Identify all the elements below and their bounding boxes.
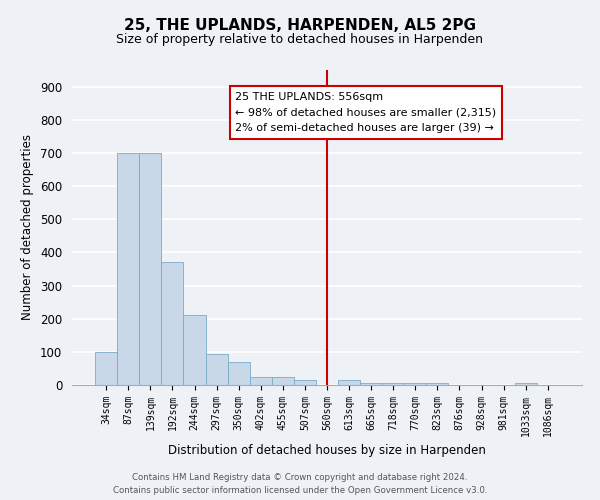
Bar (95, 352, 117, 385)
Text: 25, THE UPLANDS, HARPENDEN, AL5 2PG: 25, THE UPLANDS, HARPENDEN, AL5 2PG (124, 18, 476, 32)
Bar (250, 376, 272, 385)
Bar (427, 384, 448, 385)
Text: Contains HM Land Registry data © Crown copyright and database right 2024.
Contai: Contains HM Land Registry data © Crown c… (113, 473, 487, 495)
Bar (294, 380, 316, 385)
Text: 25 THE UPLANDS: 556sqm
← 98% of detached houses are smaller (2,315)
2% of semi-d: 25 THE UPLANDS: 556sqm ← 98% of detached… (235, 92, 496, 133)
Bar (404, 384, 427, 385)
Bar (227, 362, 250, 385)
Y-axis label: Number of detached properties: Number of detached properties (22, 134, 34, 320)
X-axis label: Distribution of detached houses by size in Harpenden: Distribution of detached houses by size … (168, 444, 486, 457)
Bar (338, 380, 360, 385)
Bar (206, 354, 227, 385)
Bar (117, 153, 139, 385)
Text: Size of property relative to detached houses in Harpenden: Size of property relative to detached ho… (116, 32, 484, 46)
Bar (515, 384, 537, 385)
Bar (184, 316, 206, 385)
Bar (139, 153, 161, 385)
Bar (382, 384, 404, 385)
Bar (272, 376, 294, 385)
Bar (360, 384, 382, 385)
Bar (161, 262, 184, 385)
